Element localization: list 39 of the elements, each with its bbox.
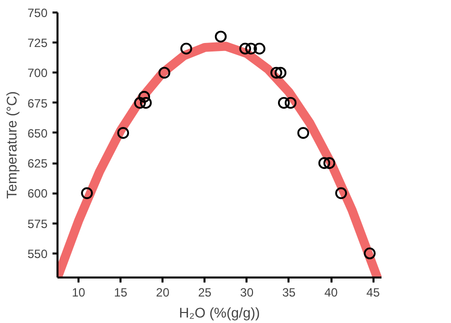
point	[335, 187, 348, 200]
point	[138, 90, 150, 103]
x-tick-label: 25	[198, 286, 212, 300]
point	[239, 42, 252, 55]
x-tick-label: 30	[240, 286, 254, 300]
x-tick-label: 45	[366, 286, 380, 300]
x-axis-title: H₂O (%(g/g))	[179, 304, 260, 320]
point	[158, 66, 170, 79]
y-tick-label: 650	[27, 126, 48, 140]
point	[270, 66, 282, 79]
y-tick-label: 600	[27, 186, 48, 201]
point	[297, 127, 310, 139]
y-tick-label: 575	[27, 216, 48, 231]
y-tick-label: 725	[27, 36, 48, 50]
point	[284, 96, 297, 109]
point	[274, 66, 286, 79]
x-tick-label: 15	[114, 286, 128, 300]
y-tick-label: 750	[27, 6, 48, 20]
point	[254, 42, 266, 55]
y-tick-label: 700	[27, 66, 48, 80]
x-tick-label: 10	[72, 286, 86, 300]
point	[278, 96, 290, 109]
point	[134, 96, 146, 109]
y-axis-title: Temperature (°C)	[3, 91, 20, 199]
point	[245, 42, 257, 55]
point	[318, 157, 330, 169]
y-tick-label: 675	[27, 96, 48, 110]
point	[180, 42, 192, 55]
x-tick-label: 20	[156, 286, 170, 300]
x-tick-label: 35	[282, 286, 296, 300]
point	[364, 248, 376, 260]
point	[140, 96, 152, 109]
point	[81, 187, 93, 200]
point	[117, 127, 130, 139]
y-tick-label: 625	[27, 156, 48, 171]
x-tick-label: 40	[324, 286, 338, 300]
y-tick-label: 550	[27, 246, 48, 261]
point	[214, 30, 227, 42]
point	[323, 157, 336, 169]
